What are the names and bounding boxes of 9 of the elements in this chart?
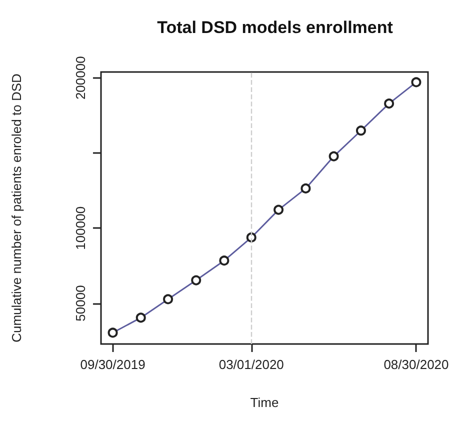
y-tick-label: 200000 xyxy=(73,56,88,100)
x-axis-title: Time xyxy=(250,395,279,410)
x-tick-label: 09/30/2019 xyxy=(80,357,146,372)
y-tick-label: 100000 xyxy=(73,206,88,250)
y-tick-label: 50000 xyxy=(73,285,88,322)
x-tick-label: 03/01/2020 xyxy=(218,357,284,372)
y-axis-title: Cumulative number of patients enroled to DSD xyxy=(9,74,24,342)
x-tick-label: 08/30/2020 xyxy=(384,357,449,372)
chart-title: Total DSD models enrollment xyxy=(157,18,394,37)
